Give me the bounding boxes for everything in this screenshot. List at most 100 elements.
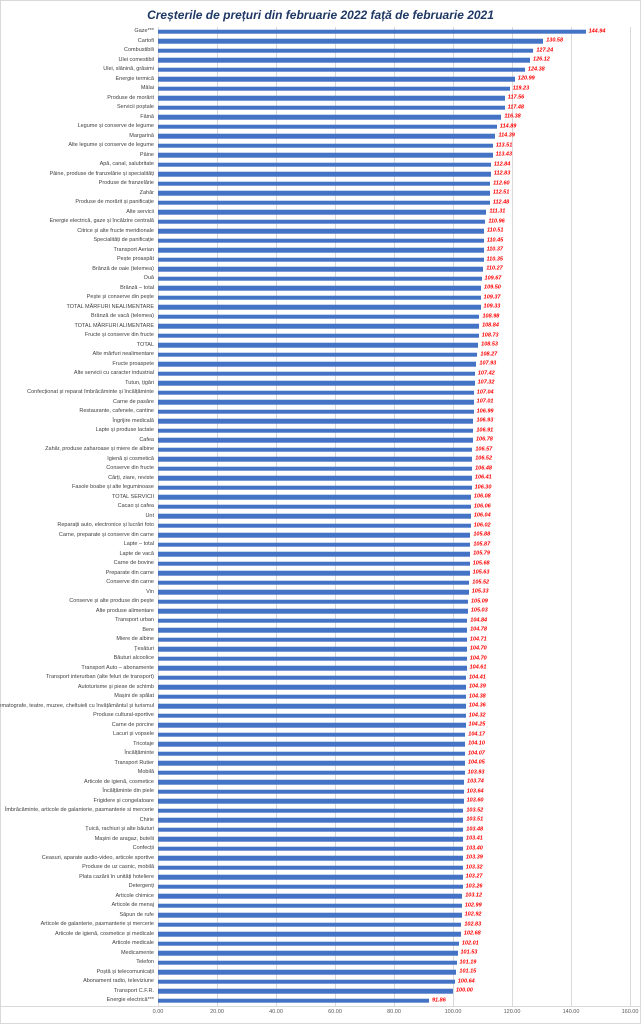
bar-row: Alte legume și conserve de legume 113.51 <box>1 141 640 151</box>
bar-row: Lapte – total 105.87 <box>1 540 640 550</box>
value-label: 105.68 <box>472 560 490 566</box>
bar <box>158 67 525 73</box>
bar <box>158 494 471 500</box>
value-label: 108.27 <box>480 351 498 357</box>
value-label: 103.39 <box>466 854 483 861</box>
bar <box>158 181 491 187</box>
category-label-cell: Energie termică <box>1 76 158 83</box>
value-label: 104.39 <box>468 683 486 690</box>
bar-row: Plata cazării în unități hoteliere 103.27 <box>1 873 640 883</box>
category-label: Transport interurban (alte feluri de tra… <box>45 674 154 680</box>
category-label-cell: Articole chimice <box>1 893 158 900</box>
category-label-cell: Articole de igienă, cosmetice <box>1 779 158 786</box>
value-label: 106.30 <box>474 484 492 490</box>
bar <box>158 855 463 861</box>
bar-track: 104.17 <box>158 730 630 740</box>
category-label: Lapte și produse lactate <box>95 427 154 433</box>
value-label: 106.93 <box>476 417 494 424</box>
category-label-cell: Transport C.F.R. <box>1 988 158 995</box>
value-label: 105.87 <box>473 541 491 547</box>
value-label: 104.78 <box>470 626 487 633</box>
chart-title: Creșterile de prețuri din februarie 2022… <box>147 8 494 22</box>
category-label: Ulei, slănină, grăsimi <box>103 66 154 72</box>
category-label: Articole de galanterie, pasmanterie și m… <box>40 921 154 927</box>
bar <box>158 105 505 111</box>
bar-row: Combustibili 127.24 <box>1 46 640 56</box>
bar-track: 103.32 <box>158 863 630 873</box>
bar <box>158 143 493 149</box>
category-label-cell: Autoturisme și piese de schimb <box>1 683 158 691</box>
bar-row: Igienă și cosmetică 106.52 <box>1 455 640 465</box>
bar-track: 124.38 <box>158 65 630 75</box>
category-label-cell: Energie electrică, gaze și încălzire cen… <box>1 218 158 225</box>
bar-row: Pâine, produse de franzelărie și special… <box>1 170 640 180</box>
bar-row: Lacuri și vopsele 104.17 <box>1 730 640 740</box>
x-axis-tick: 60.00 <box>328 1009 342 1015</box>
category-label-cell: Brânză de oaie (telemea) <box>1 266 158 273</box>
value-label: 102.01 <box>461 940 479 946</box>
bar-row: Lapte și produse lactate 106.91 <box>1 426 640 436</box>
value-label: 104.32 <box>468 712 486 718</box>
bar-track: 110.96 <box>158 217 630 227</box>
category-label: Brânză – total <box>120 284 154 291</box>
value-label: 130.58 <box>546 37 564 44</box>
bar-row: Băuturi alcoolice 104.70 <box>1 654 640 664</box>
bar <box>158 247 484 253</box>
bar <box>158 114 502 120</box>
value-label: 120.99 <box>517 75 535 82</box>
category-label: Mașini de spălat <box>114 693 154 699</box>
category-label-cell: Băuturi alcoolice <box>1 655 158 662</box>
bar-track: 105.33 <box>158 588 630 598</box>
bar <box>158 238 484 244</box>
value-label: 110.27 <box>486 265 503 272</box>
bar-row: Tricotaje 104.10 <box>1 740 640 750</box>
bar-row: Articole de galanterie, pasmanterie și m… <box>1 920 640 930</box>
category-label-cell: Restaurante, cafenele, cantine <box>1 408 158 415</box>
category-label-cell: Cartofi <box>1 38 158 45</box>
value-label: 117.56 <box>507 94 525 101</box>
bar-track: 127.24 <box>158 46 630 56</box>
value-label: 108.98 <box>482 313 500 319</box>
category-label-cell: Săpun de rufe <box>1 912 158 919</box>
category-label-cell: Brânză de vacă (telemea) <box>1 313 158 320</box>
category-label-cell: Țesături <box>1 646 158 653</box>
value-label: 103.48 <box>466 826 484 832</box>
bar-track: 103.27 <box>158 873 630 883</box>
category-label-cell: Gaze*** <box>1 28 158 35</box>
bar-track: 112.51 <box>158 189 630 199</box>
category-label: Țuică, rachiuri și alte băuturi <box>85 826 154 832</box>
value-label: 105.03 <box>470 607 488 614</box>
bar <box>158 504 471 510</box>
category-label: Legume și conserve de legume <box>77 123 154 129</box>
category-label: Brânză de vacă (telemea) <box>91 313 154 319</box>
category-label-cell: Lapte – total <box>1 541 158 548</box>
category-label-cell: Cafea <box>1 437 158 444</box>
bar-row: Ceasuri, aparate audio-video, articole s… <box>1 854 640 864</box>
category-label-cell: Produse de morărit și panificație <box>1 199 158 206</box>
bar <box>158 874 463 880</box>
bar-track: 105.52 <box>158 578 630 588</box>
category-label: Abonament radio, televiziune <box>83 978 154 984</box>
bar-track: 104.25 <box>158 721 630 731</box>
category-label-cell: Citrice și alte fructe meridionale <box>1 227 158 235</box>
value-label: 112.51 <box>492 189 510 196</box>
bar <box>158 637 467 643</box>
bar-track: 104.70 <box>158 654 630 664</box>
value-label: 108.53 <box>481 341 498 348</box>
bar-row: Carne de bovine 105.68 <box>1 559 640 569</box>
bar <box>158 903 462 909</box>
category-label-cell: Lapte și produse lactate <box>1 427 158 434</box>
category-label: Produse de morărit și panificație <box>75 199 154 205</box>
category-label-cell: Conserve din carne <box>1 579 158 586</box>
category-label: Pește și conserve din pește <box>86 294 154 300</box>
category-label-cell: Confecționat și reparat îmbrăcăminte și … <box>1 389 158 396</box>
x-axis-tick: 100.00 <box>444 1009 462 1015</box>
category-label: Alte legume și conserve de legume <box>68 142 154 148</box>
bar-row: Bere 104.78 <box>1 626 640 636</box>
bar <box>158 941 459 947</box>
category-label-cell: Confecții <box>1 845 158 852</box>
category-label: Autoturisme și piese de schimb <box>77 683 154 690</box>
category-label: Citrice și alte fructe meridionale <box>77 227 154 234</box>
category-label: Vin <box>146 588 154 595</box>
bar-track: 102.68 <box>158 930 630 940</box>
